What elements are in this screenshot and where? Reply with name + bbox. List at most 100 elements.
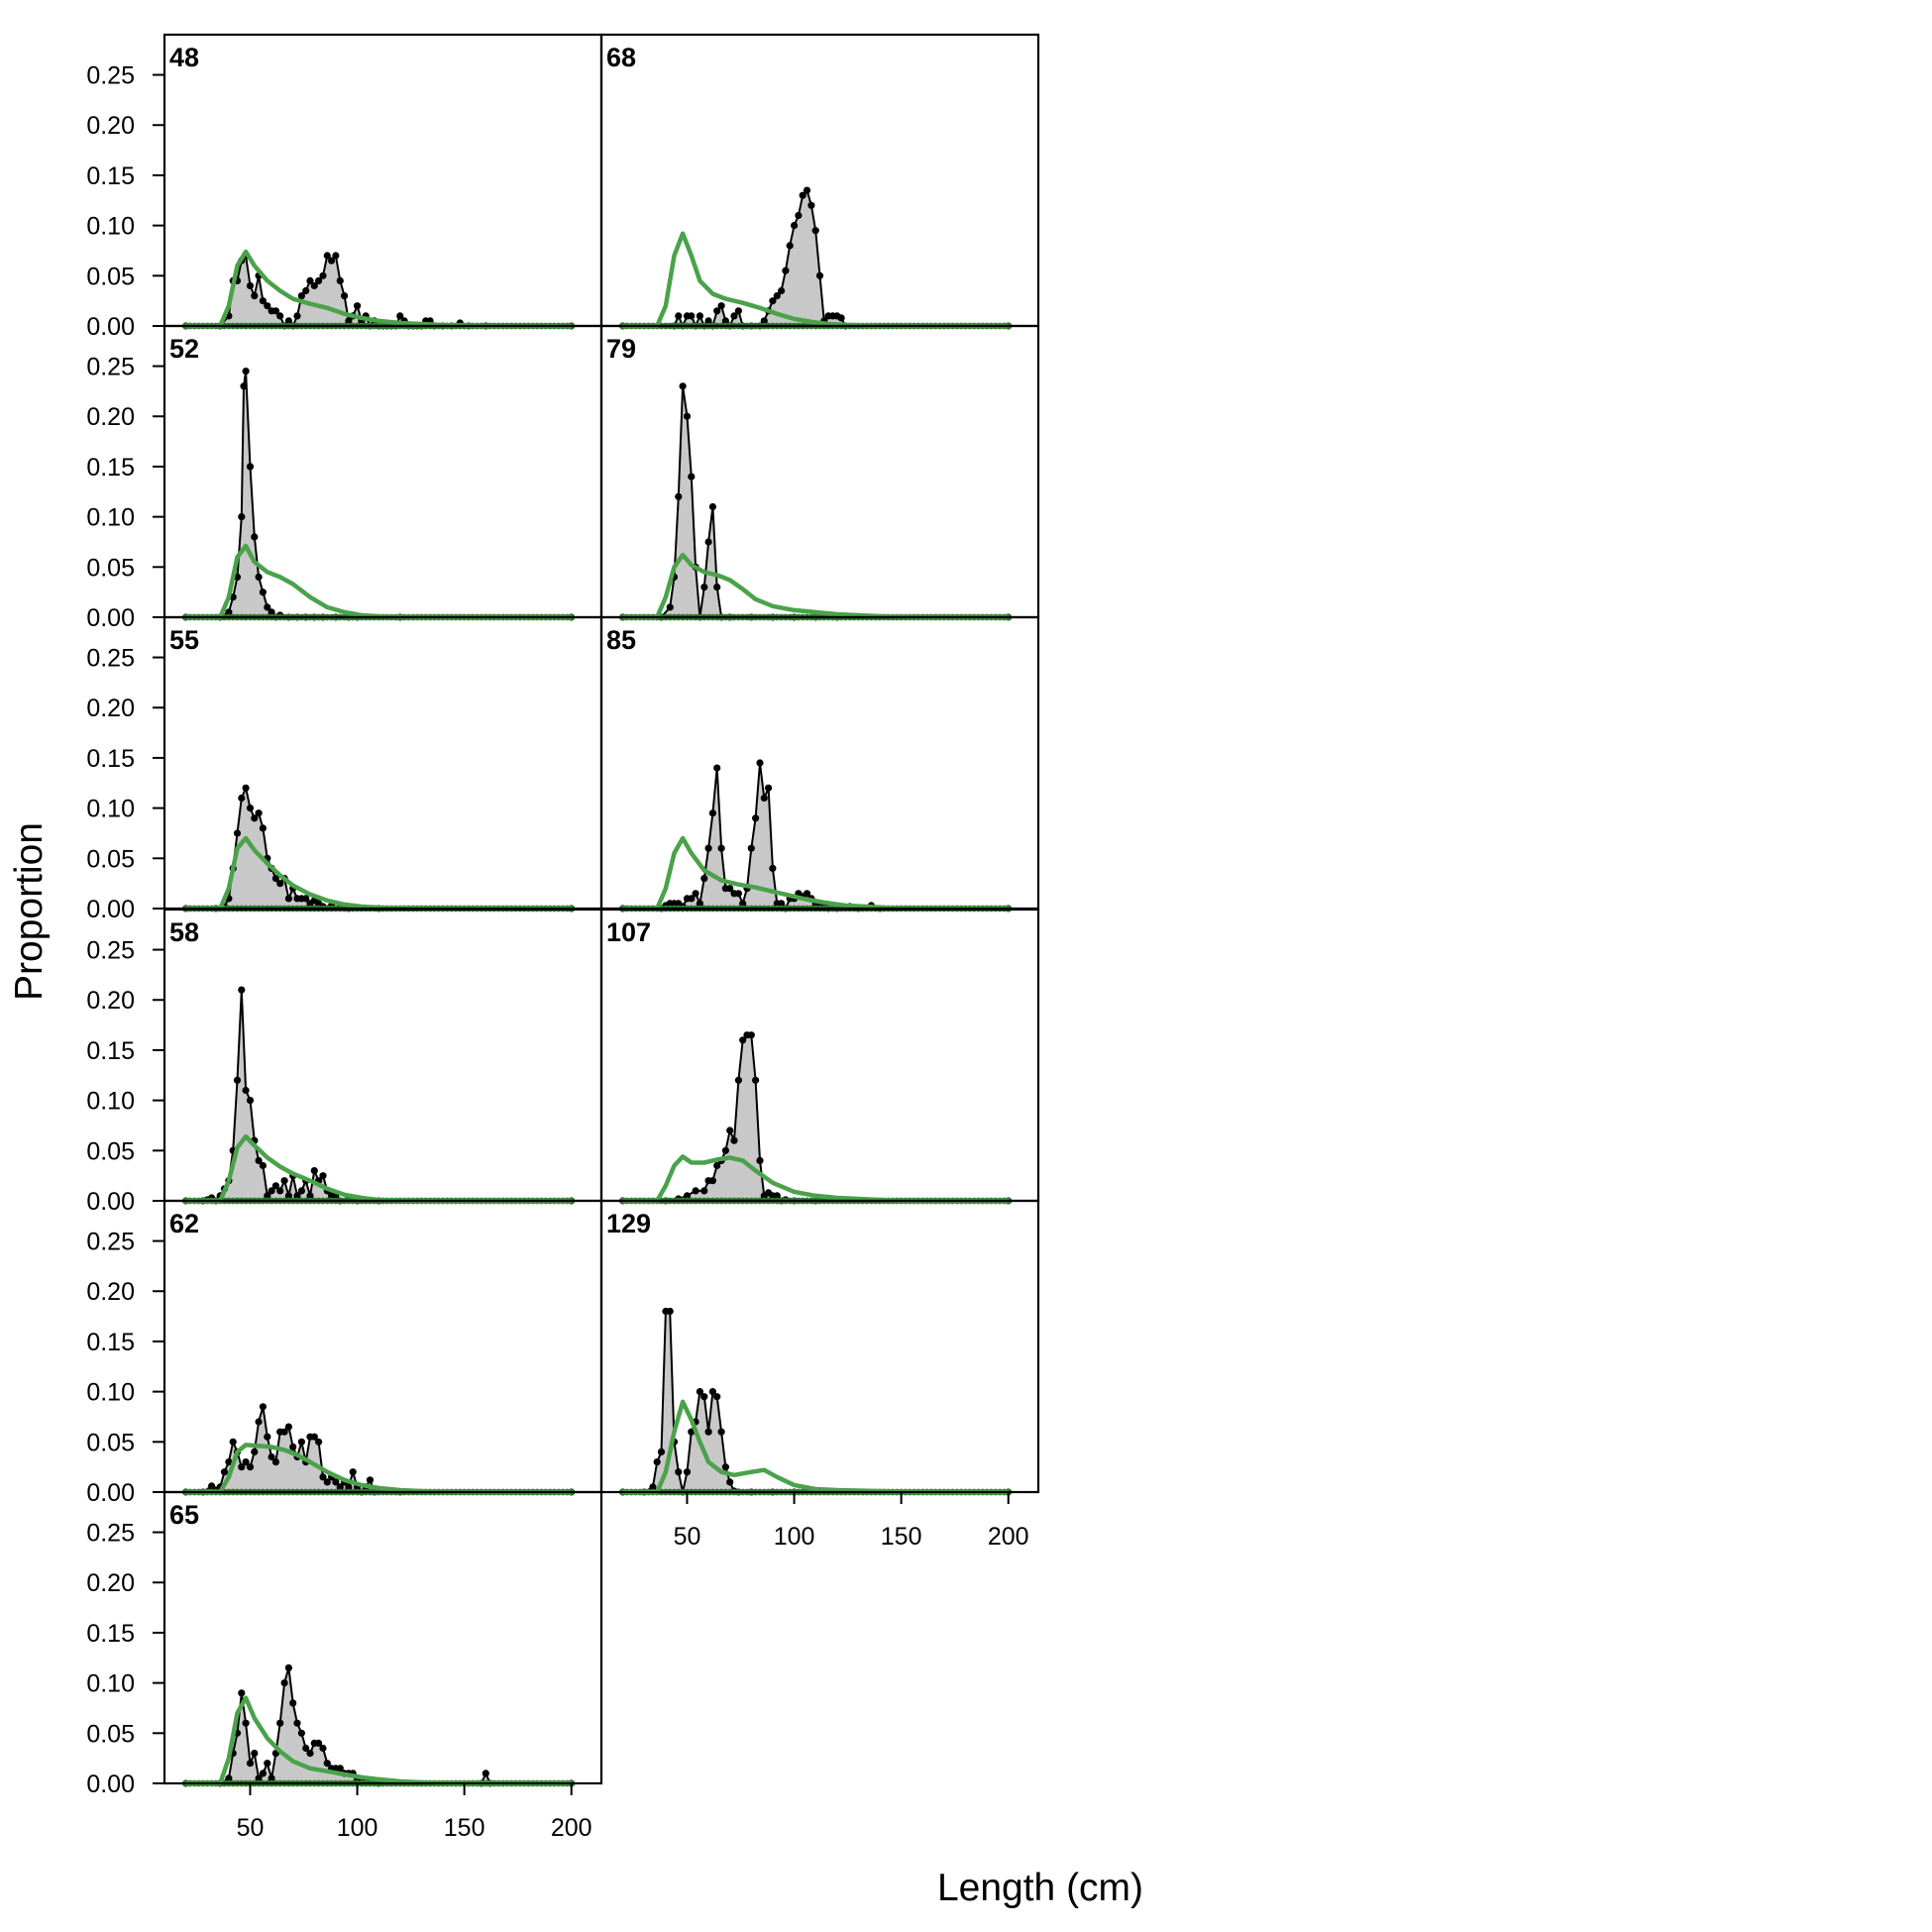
y-tick-label: 0.05	[86, 1429, 135, 1456]
observed-point	[280, 1679, 288, 1687]
observed-point	[289, 1699, 297, 1707]
observed-point	[795, 211, 803, 220]
observed-point	[721, 1146, 730, 1154]
y-tick-label: 0.05	[86, 554, 135, 582]
observed-point	[739, 1036, 747, 1044]
observed-point	[679, 382, 687, 390]
y-tick-label: 0.20	[86, 403, 135, 431]
observed-point	[345, 317, 353, 325]
observed-area	[185, 1406, 572, 1492]
observed-point	[747, 1031, 755, 1039]
observed-point	[721, 1463, 730, 1471]
observed-point	[696, 1388, 704, 1396]
panels-layer: 48 52 55 58 62 65 68 79 85 107 129	[162, 33, 1040, 1787]
observed-point	[255, 809, 263, 817]
observed-point	[726, 885, 734, 893]
observed-point	[306, 1192, 314, 1200]
expected-line	[622, 1154, 1009, 1204]
observed-point	[708, 502, 717, 511]
observed-point	[807, 201, 815, 209]
observed-point	[293, 1719, 301, 1727]
observed-point	[246, 281, 255, 289]
observed-point	[708, 1388, 717, 1396]
observed-point	[255, 1418, 263, 1426]
observed-point	[276, 880, 284, 888]
observed-point	[666, 603, 674, 611]
panel-label: 129	[606, 1209, 651, 1238]
observed-point	[284, 1664, 292, 1671]
observed-point	[251, 814, 259, 822]
observed-point	[238, 794, 246, 803]
y-axis-title: Proportion	[8, 822, 51, 1001]
observed-point	[713, 1393, 721, 1401]
expected-line	[185, 543, 572, 620]
panel-129: 129	[599, 1199, 1040, 1496]
observed-point	[332, 252, 340, 260]
observed-point	[264, 302, 271, 310]
y-tick-label: 0.15	[86, 745, 135, 773]
observed-point	[251, 1750, 259, 1758]
observed-point	[225, 1774, 233, 1782]
observed-point	[837, 314, 845, 322]
observed-point	[306, 276, 314, 284]
observed-point	[229, 1438, 237, 1446]
x-tick-label: 150	[444, 1814, 485, 1842]
observed-point	[708, 1177, 717, 1185]
observed-point	[225, 608, 233, 616]
observed-point	[734, 307, 743, 315]
observed-point	[786, 242, 794, 250]
observed-point	[315, 1739, 323, 1747]
observed-point	[713, 1161, 721, 1170]
observed-point	[297, 1187, 305, 1195]
y-tick-label: 0.20	[86, 695, 135, 722]
observed-point	[280, 1177, 288, 1185]
observed-point	[302, 286, 310, 295]
observed-point	[319, 1172, 327, 1180]
y-tick-label: 0.05	[86, 263, 135, 290]
observed-point	[264, 603, 271, 611]
observed-point	[246, 1760, 255, 1768]
observed-point	[297, 292, 305, 300]
observed-point	[284, 317, 292, 325]
observed-point	[259, 1403, 267, 1411]
expected-line	[185, 249, 572, 329]
observed-point	[803, 186, 811, 194]
observed-point	[692, 1187, 699, 1195]
observed-point	[778, 900, 786, 908]
observed-point	[336, 1483, 344, 1491]
y-tick-label: 0.20	[86, 1278, 135, 1306]
y-tick-label: 0.25	[86, 1520, 135, 1548]
y-tick-label: 0.00	[86, 896, 135, 923]
y-tick-label: 0.20	[86, 112, 135, 140]
observed-point	[773, 292, 781, 300]
observed-point	[289, 1443, 297, 1450]
observed-point	[345, 1483, 353, 1491]
observed-point	[259, 297, 267, 305]
expected-line	[185, 1695, 572, 1786]
observed-point	[688, 895, 696, 903]
observed-point	[713, 764, 721, 772]
observed-point	[354, 302, 362, 310]
observed-point	[717, 302, 725, 310]
y-tick-label: 0.15	[86, 1620, 135, 1648]
observed-point	[811, 227, 819, 235]
observed-point	[815, 271, 824, 279]
observed-point	[782, 267, 790, 274]
observed-point	[649, 1483, 657, 1491]
observed-area	[622, 190, 1009, 326]
observed-point	[747, 844, 755, 852]
observed-point	[251, 1448, 259, 1455]
observed-point	[264, 1760, 271, 1768]
panel-label: 48	[169, 43, 199, 72]
observed-point	[739, 900, 747, 908]
y-tick-label: 0.10	[86, 1670, 135, 1698]
observed-point	[323, 1760, 331, 1768]
expected-line	[185, 835, 572, 912]
observed-point	[778, 286, 786, 295]
y-tick-label: 0.00	[86, 1188, 135, 1216]
observed-point	[700, 875, 708, 883]
observed-point	[760, 317, 768, 325]
observed-point	[284, 1423, 292, 1431]
panel-label: 65	[169, 1500, 199, 1530]
observed-point	[310, 1167, 318, 1175]
